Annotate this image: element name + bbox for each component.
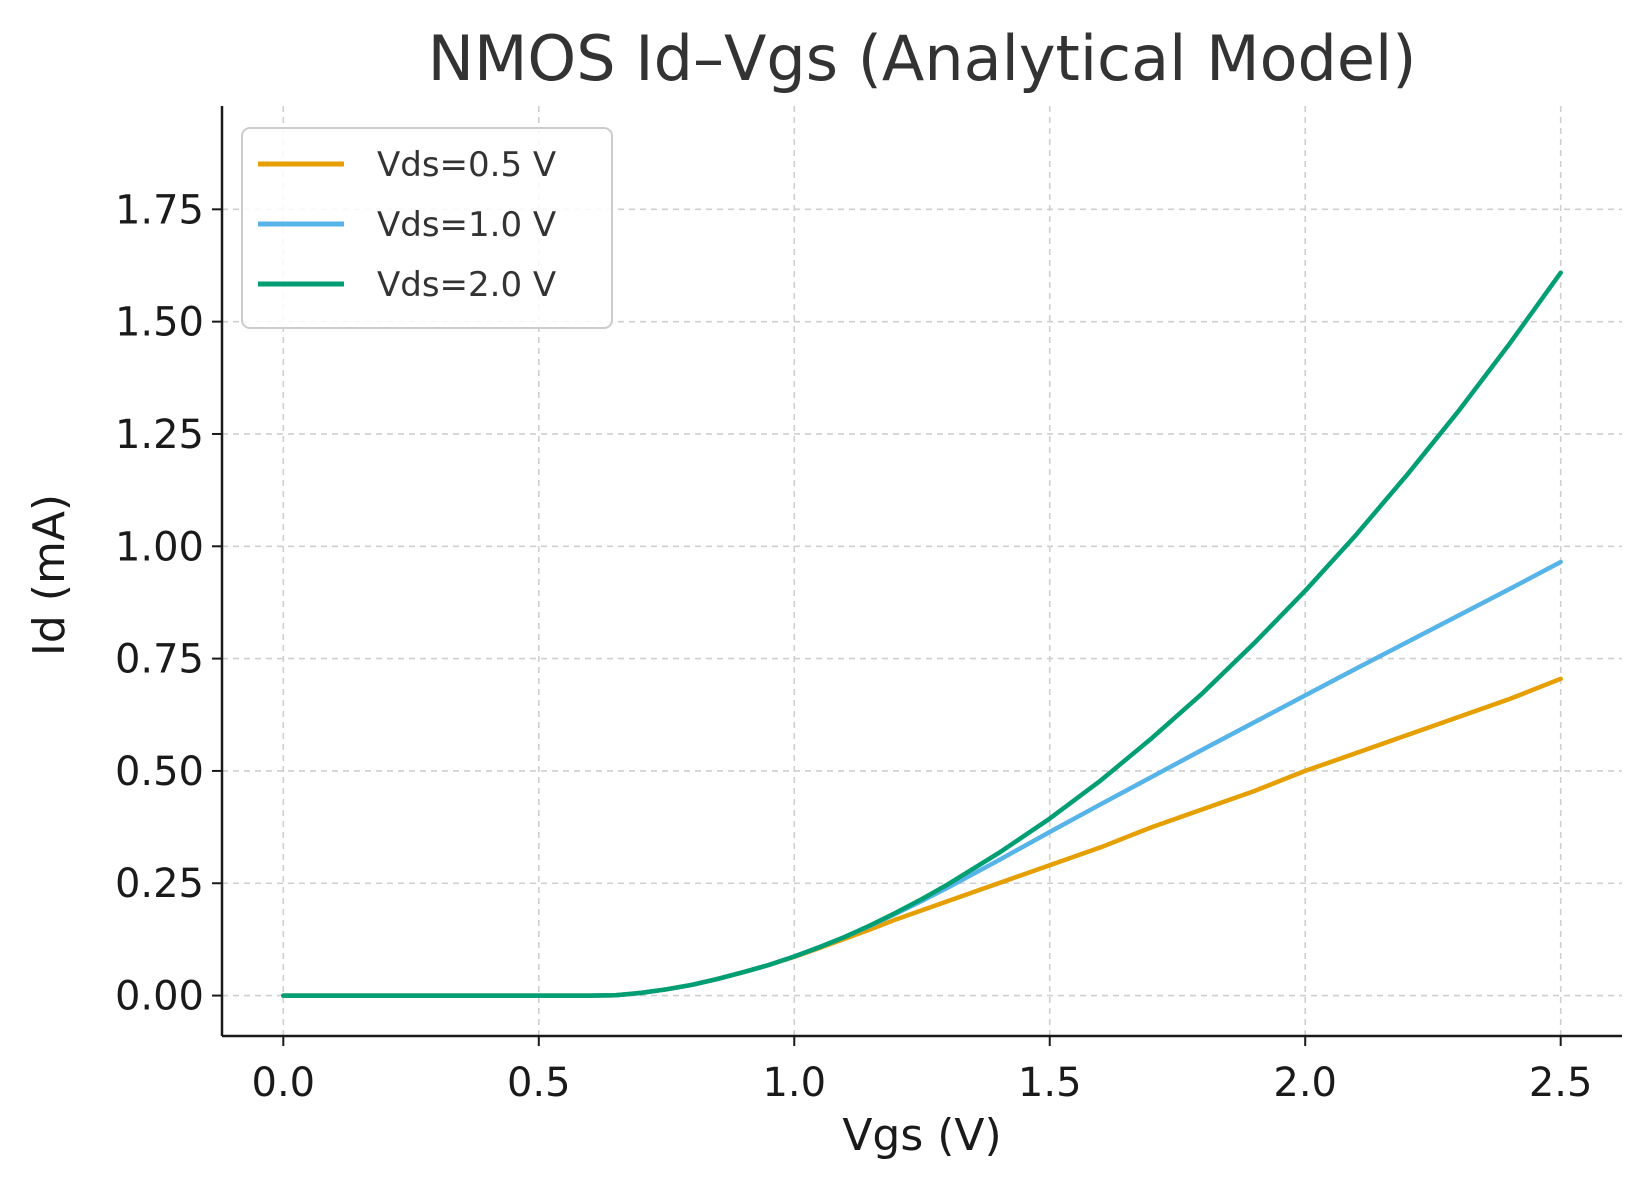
y-tick-label: 0.25 (115, 861, 204, 907)
x-tick-label: 0.0 (252, 1060, 316, 1106)
x-tick-label: 0.5 (507, 1060, 571, 1106)
y-tick-label: 1.75 (115, 187, 204, 233)
legend-label: Vds=1.0 V (377, 205, 556, 245)
x-tick-label: 2.0 (1273, 1060, 1337, 1106)
x-axis-label: Vgs (V) (842, 1110, 1001, 1161)
series-line (281, 676, 1563, 998)
y-tick-label: 1.25 (115, 412, 204, 458)
y-tick-label: 0.50 (115, 749, 204, 795)
series-layer (281, 270, 1563, 998)
legend-box (241, 127, 613, 329)
series-line (281, 559, 1563, 998)
y-axis-label: Id (mA) (24, 494, 75, 656)
x-tick-label: 2.5 (1529, 1060, 1593, 1106)
y-tick-label: 0.75 (115, 637, 204, 683)
legend-label: Vds=0.5 V (377, 145, 556, 185)
legend: Vds=0.5 V Vds=1.0 V Vds=2.0 V (241, 127, 613, 329)
y-tick-label: 0.00 (115, 974, 204, 1020)
legend-label: Vds=2.0 V (377, 265, 556, 305)
y-tick-label: 1.50 (115, 300, 204, 346)
x-tick-label: 1.0 (762, 1060, 826, 1106)
y-tick-label: 1.00 (115, 524, 204, 570)
axes: 0.0 0.5 1.0 1.5 2.0 2.5 0.00 0.25 0.50 0.75 1.00 1.… (115, 106, 1622, 1106)
chart-title: NMOS Id–Vgs (Analytical Model) (428, 22, 1417, 95)
x-tick-label: 1.5 (1018, 1060, 1082, 1106)
series-line (281, 270, 1563, 998)
